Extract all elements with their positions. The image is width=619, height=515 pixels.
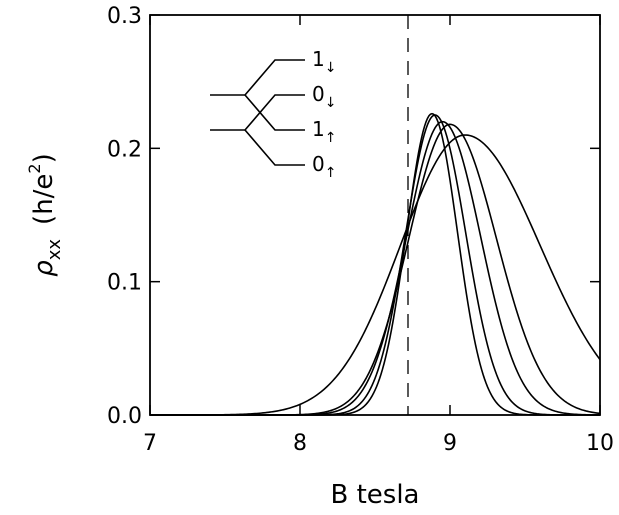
y-tick-label: 0.1 xyxy=(107,271,142,296)
plot-border xyxy=(149,14,601,416)
inset-label-1-up: 1↑ xyxy=(312,117,336,146)
series-line-1 xyxy=(150,112,600,416)
series-line-4 xyxy=(150,123,601,416)
x-axis-label: B tesla xyxy=(331,480,420,510)
inset-level-diagram: 1↓ 0↓ 1↑ 0↑ xyxy=(210,47,336,181)
y-axis-label: ρxx(h/e2) xyxy=(25,153,65,277)
x-tick-label: 10 xyxy=(586,431,614,456)
inset-line-1-up xyxy=(244,94,305,131)
inset-line-0-down xyxy=(210,94,305,131)
inset-line-0-up xyxy=(244,129,305,166)
y-tick-label: 0.3 xyxy=(107,4,142,29)
series-line-5 xyxy=(150,134,601,416)
series-line-2 xyxy=(150,114,600,416)
inset-label-0-up: 0↑ xyxy=(312,152,336,181)
plot-frame xyxy=(149,14,601,416)
inset-label-1-down: 1↓ xyxy=(312,47,336,76)
inset-line-1-down xyxy=(210,59,305,96)
series-line-3 xyxy=(150,120,601,416)
series-group xyxy=(150,112,601,416)
y-tick-label: 0.0 xyxy=(107,404,142,429)
inset-label-0-down: 0↓ xyxy=(312,82,336,111)
x-axis-ticks: 7 8 9 10 xyxy=(143,15,614,456)
x-tick-label: 8 xyxy=(293,431,307,456)
x-tick-label: 9 xyxy=(443,431,457,456)
y-tick-label: 0.2 xyxy=(107,137,142,162)
y-axis-ticks: 0.0 0.1 0.2 0.3 xyxy=(107,4,600,429)
x-tick-label: 7 xyxy=(143,431,157,456)
